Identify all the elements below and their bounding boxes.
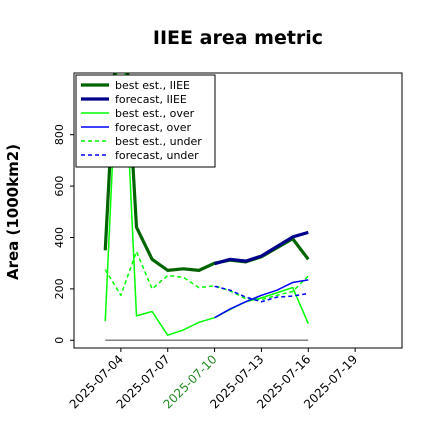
legend-label: best est., IIEE (115, 79, 190, 92)
legend-label: forecast, under (115, 149, 199, 162)
y-axis-label: Area (1000km2) (4, 144, 22, 280)
legend-label: best est., under (115, 135, 202, 148)
legend-box (75, 74, 216, 168)
y-tick-label: 800 (53, 124, 66, 145)
chart-title: IIEE area metric (153, 27, 323, 49)
legend-label: forecast, over (115, 121, 191, 134)
series-line-best-est-over (104, 73, 309, 336)
y-tick-label: 400 (53, 227, 66, 248)
y-axis: 0 200 400 600 800 (53, 124, 74, 344)
legend-label: forecast, IIEE (115, 93, 187, 106)
series-line-forecast-over (214, 279, 309, 319)
series-line-forecast-iiee (214, 230, 309, 266)
y-tick-label: 200 (53, 278, 66, 299)
plot-frame (73, 72, 403, 349)
series-line-forecast-under (214, 285, 309, 303)
y-tick-label: 600 (53, 176, 66, 197)
x-axis: 2025-07-042025-07-072025-07-102025-07-13… (67, 348, 360, 411)
legend-label: best est., over (115, 107, 195, 120)
y-tick-label: 0 (53, 337, 66, 344)
